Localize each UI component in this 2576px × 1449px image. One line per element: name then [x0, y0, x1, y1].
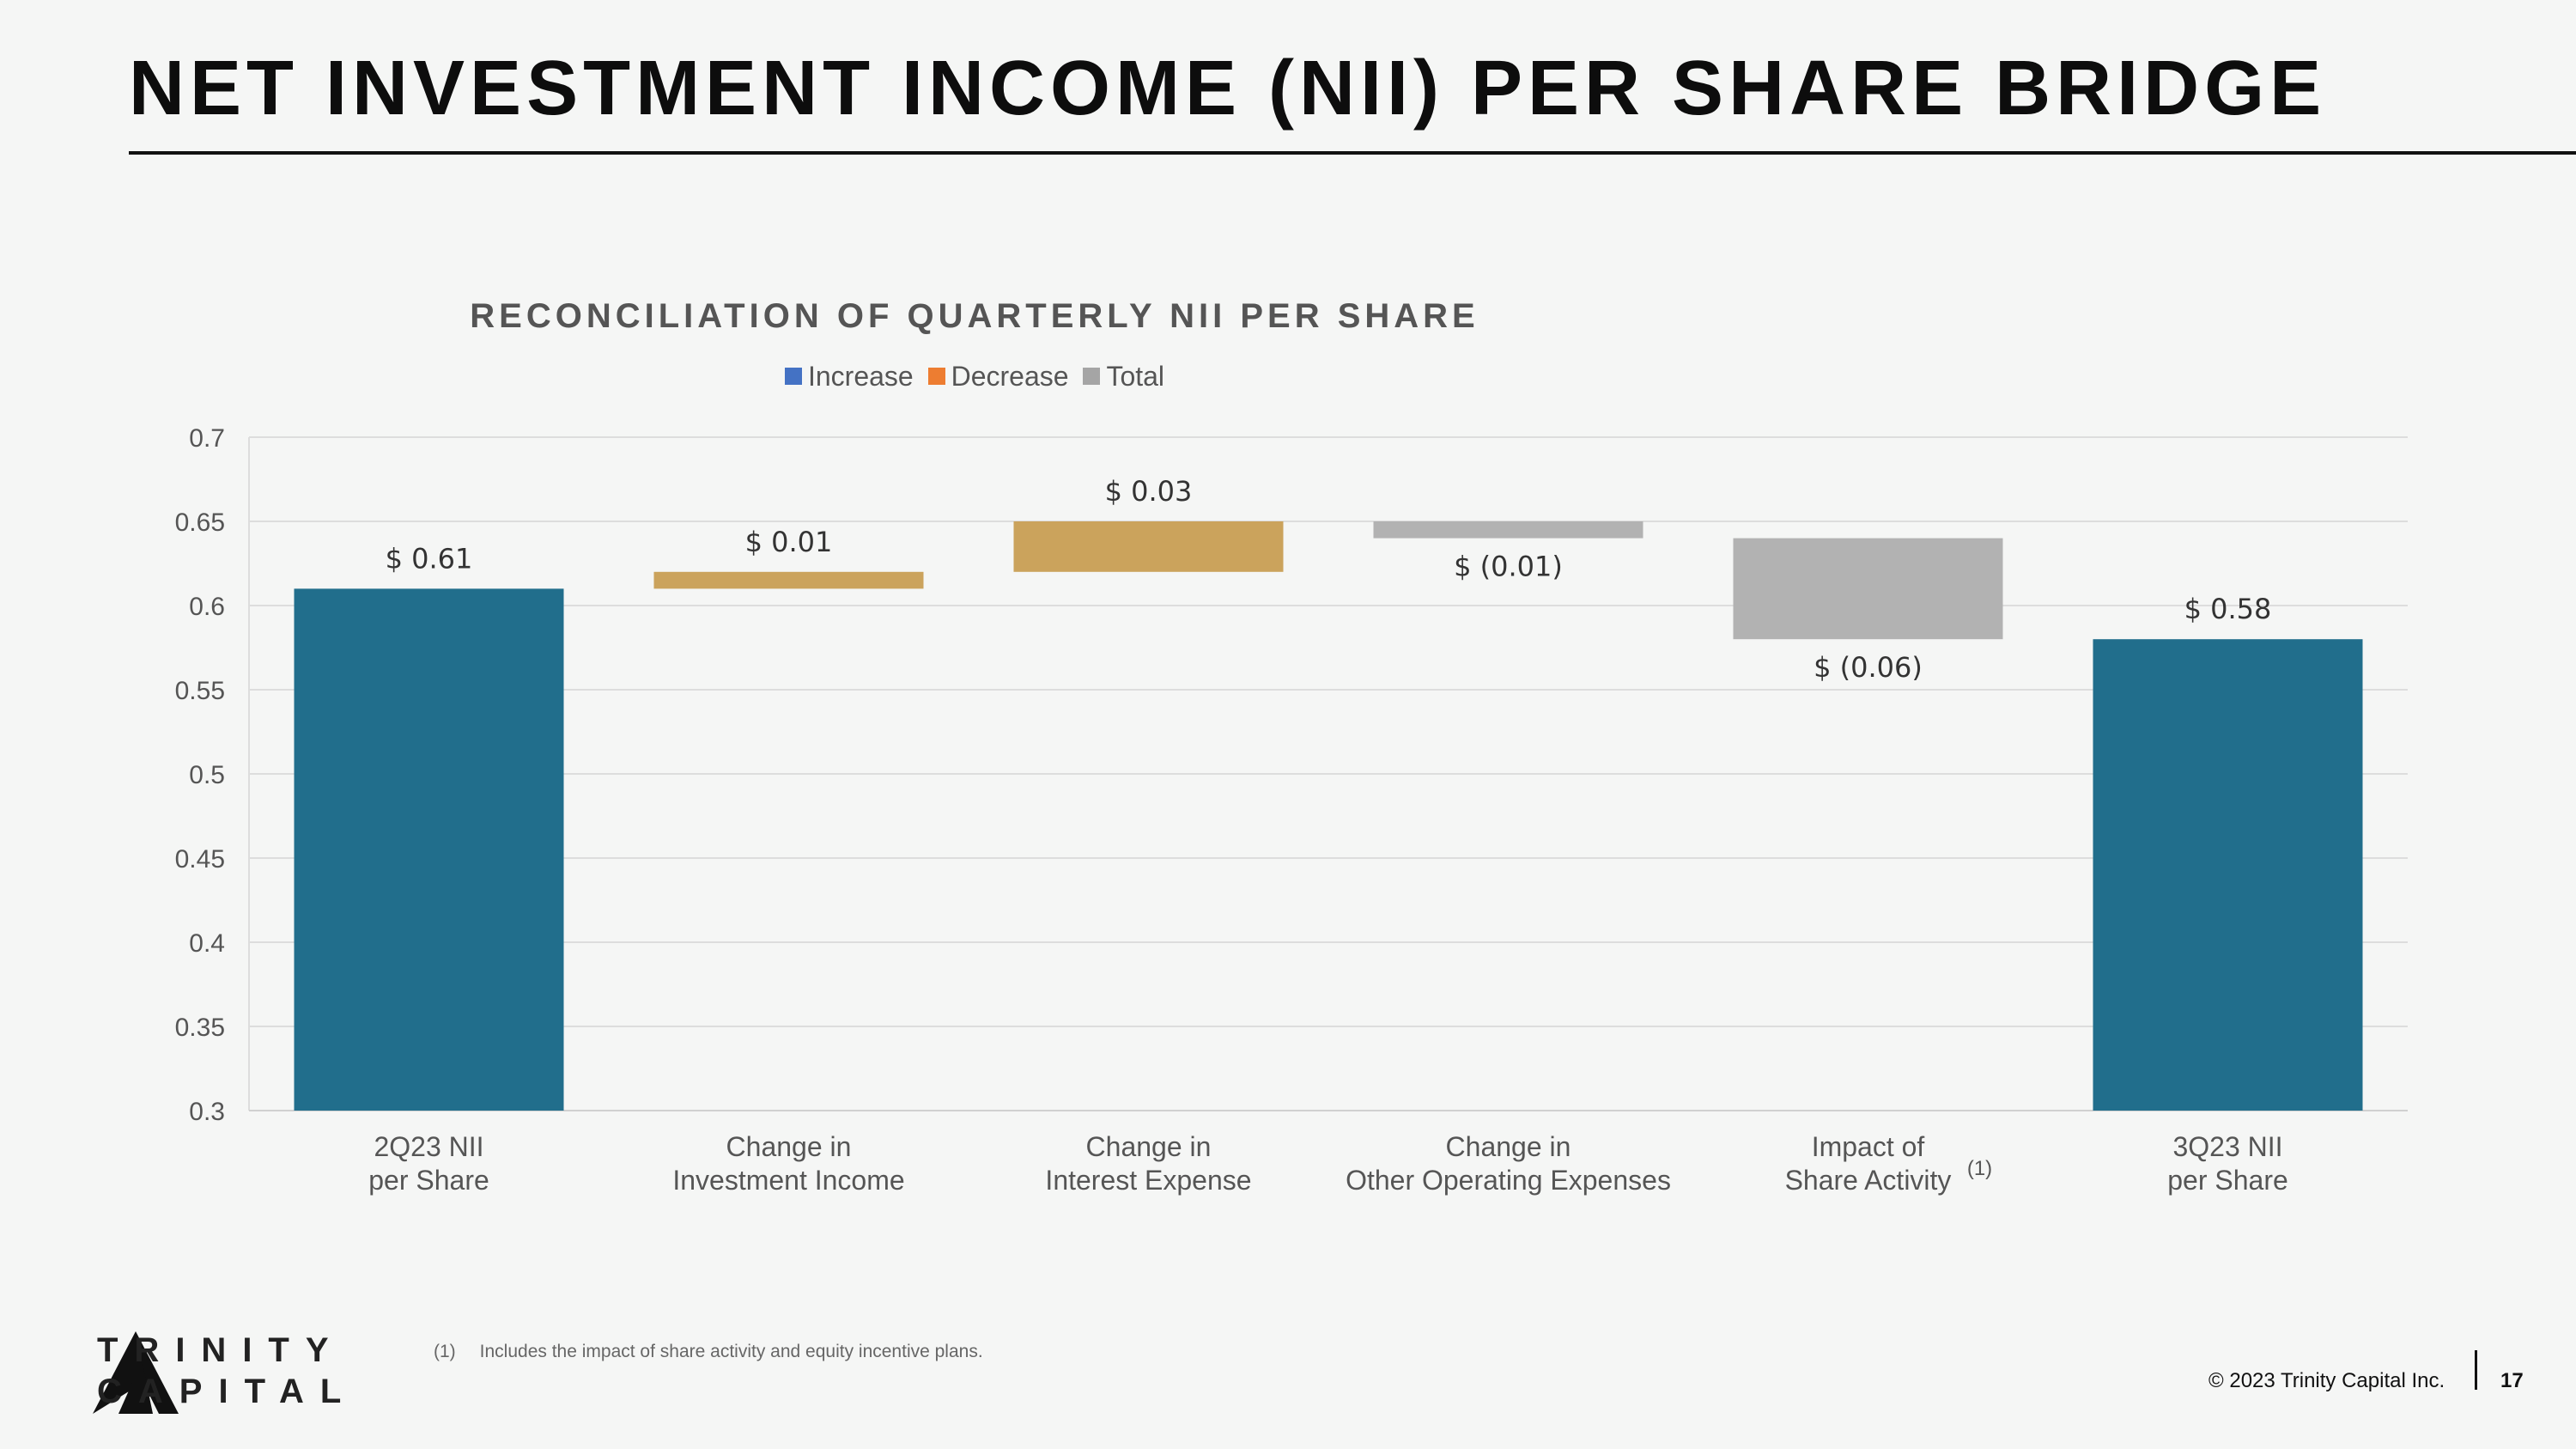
logo-text-capital: CAPITAL: [97, 1373, 358, 1410]
legend-label-increase: Increase: [807, 361, 914, 392]
category-label-line1: Impact of: [1812, 1131, 1925, 1162]
y-tick-label: 0.3: [189, 1098, 225, 1126]
legend-label-decrease: Decrease: [951, 361, 1069, 392]
copyright: © 2023 Trinity Capital Inc.: [2208, 1369, 2445, 1392]
legend-label-total: Total: [1106, 361, 1165, 392]
bar-increase: [653, 571, 924, 589]
legend-item-increase: Increase: [784, 361, 914, 393]
bar-increase: [1013, 521, 1284, 572]
category-label-line1: Change in: [1086, 1131, 1212, 1162]
category-label-line2: Investment Income: [672, 1165, 904, 1196]
logo-text-trinity: TRINITY: [97, 1331, 345, 1369]
data-label: $ (0.06): [1814, 651, 1923, 684]
footer-divider: [2475, 1350, 2477, 1390]
data-label: $ 0.61: [386, 542, 473, 575]
y-tick-label: 0.5: [189, 761, 225, 789]
y-tick-label: 0.4: [189, 929, 225, 958]
data-label: $ (0.01): [1454, 551, 1563, 583]
category-label-line2: Other Operating Expenses: [1346, 1165, 1671, 1196]
legend-item-total: Total: [1083, 361, 1164, 393]
category-label-line1: 3Q23 NII: [2172, 1131, 2282, 1162]
legend-item-decrease: Decrease: [927, 361, 1069, 393]
bar-decrease: [1733, 538, 2003, 640]
footnote-text: Includes the impact of share activity an…: [479, 1342, 983, 1361]
footnote: (1) Includes the impact of share activity…: [434, 1342, 983, 1362]
data-label: $ 0.03: [1105, 475, 1193, 508]
data-label: $ 0.58: [2184, 593, 2272, 625]
footnote-number: (1): [434, 1342, 456, 1361]
category-label-line2: Share Activity: [1785, 1165, 1952, 1196]
y-tick-label: 0.35: [175, 1014, 225, 1042]
category-label-line1: Change in: [1446, 1131, 1571, 1162]
bar-total: [2093, 639, 2363, 1111]
trinity-capital-logo-icon: [93, 1331, 179, 1414]
y-tick-label: 0.45: [175, 845, 225, 874]
page-title: NET INVESTMENT INCOME (NII) PER SHARE BR…: [129, 46, 2327, 131]
y-tick-label: 0.55: [175, 677, 225, 705]
legend-swatch-total: [1083, 367, 1101, 385]
bar-total: [294, 588, 564, 1111]
chart-title: RECONCILIATION OF QUARTERLY NII PER SHAR…: [470, 297, 1479, 335]
y-tick-label: 0.65: [175, 508, 225, 537]
chart-legend: Increase Decrease Total: [0, 361, 1949, 393]
y-tick-label: 0.7: [189, 424, 225, 453]
y-tick-label: 0.6: [189, 593, 225, 621]
category-label-line2: per Share: [368, 1165, 489, 1196]
title-rule: [129, 151, 2576, 155]
category-footnote-marker: (1): [1967, 1157, 1992, 1180]
bar-decrease: [1373, 521, 1643, 539]
category-label-line2: Interest Expense: [1045, 1165, 1251, 1196]
data-label: $ 0.01: [745, 526, 833, 558]
category-label-line1: 2Q23 NII: [374, 1131, 483, 1162]
category-label-line1: Change in: [726, 1131, 852, 1162]
legend-swatch-decrease: [927, 367, 945, 385]
legend-swatch-increase: [784, 367, 802, 385]
category-label-line2: per Share: [2167, 1165, 2288, 1196]
page-number: 17: [2500, 1369, 2524, 1392]
